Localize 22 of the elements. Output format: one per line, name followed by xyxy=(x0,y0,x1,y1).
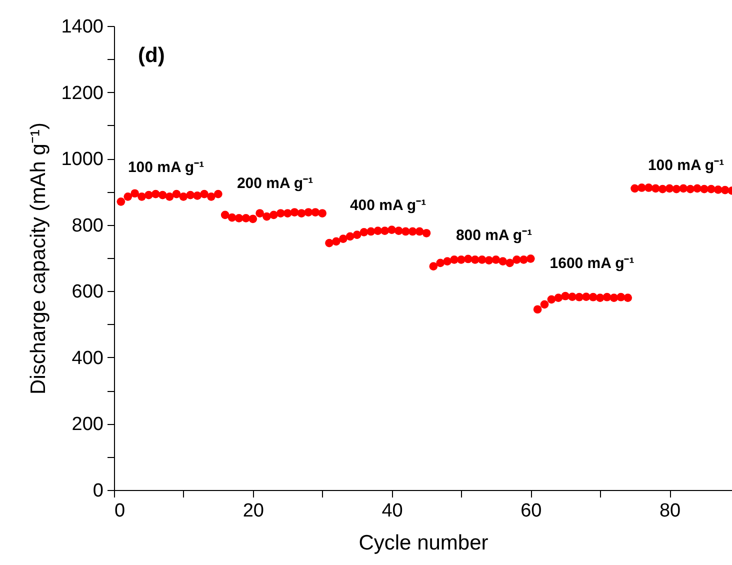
annotation: 100 mA g⁻¹ xyxy=(128,159,204,176)
x-tick-label: 60 xyxy=(520,500,542,522)
annotation: 400 mA g⁻¹ xyxy=(350,197,426,214)
x-tick-label: 40 xyxy=(382,500,403,522)
x-tick-label: 0 xyxy=(114,500,126,522)
y-tick-label: 600 xyxy=(72,282,104,303)
y-tick-label: 800 xyxy=(72,215,104,236)
y-tick-label: 1200 xyxy=(61,82,104,104)
y-tick-label: 1000 xyxy=(61,149,104,170)
annotation: (d) xyxy=(138,44,165,67)
y-tick-label: 400 xyxy=(72,348,104,369)
annotation: 200 mA g⁻¹ xyxy=(236,175,314,192)
y-tick-label: 200 xyxy=(72,414,104,436)
y-tick-label: 1400 xyxy=(61,16,104,38)
annotation: 100 mA g⁻¹ xyxy=(648,157,724,174)
annotation: 1600 mA g⁻¹ xyxy=(550,255,634,272)
annotation: 800 mA g⁻¹ xyxy=(456,227,532,244)
y-axis-title: Discharge capacity (mAh g⁻¹) xyxy=(27,122,50,394)
y-tick-label: 0 xyxy=(92,480,104,502)
x-axis-title: Cycle number xyxy=(358,532,488,554)
x-tick-label: 80 xyxy=(659,500,681,522)
x-tick-label: 20 xyxy=(242,500,264,522)
